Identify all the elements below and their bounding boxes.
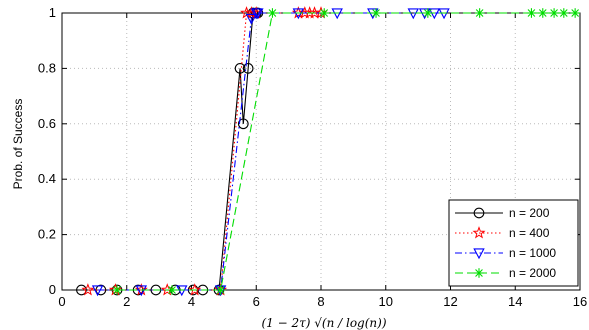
data-point	[526, 8, 537, 18]
data-point	[559, 8, 569, 18]
data-point	[91, 285, 104, 297]
data-point	[549, 8, 559, 18]
legend-marker	[472, 226, 486, 239]
series-layer	[76, 6, 580, 297]
series-line	[97, 12, 445, 291]
x-tick-label: 16	[573, 294, 587, 309]
data-point	[474, 8, 485, 18]
x-tick-label: 6	[253, 294, 260, 309]
legend-marker	[473, 248, 485, 260]
data-point	[252, 8, 264, 20]
data-point	[76, 284, 87, 296]
data-point	[234, 63, 246, 74]
y-tick-label: 0.6	[38, 116, 56, 131]
legend-label: n = 2000	[509, 266, 556, 280]
data-point	[314, 6, 328, 19]
data-point	[245, 13, 258, 25]
data-point	[537, 8, 548, 18]
y-tick-label: 0.8	[38, 60, 56, 75]
data-point	[570, 8, 580, 18]
series-line	[87, 12, 321, 291]
legend-item: n = 1000	[455, 246, 556, 260]
legend-item: n = 2000	[455, 266, 556, 280]
data-point	[371, 8, 381, 18]
legend: n = 200 n = 400 n = 1000 n = 2000	[448, 199, 579, 287]
data-point	[188, 283, 202, 296]
data-point	[242, 63, 254, 74]
x-tick-label: 2	[123, 294, 130, 309]
series-1	[76, 7, 264, 296]
y-tick-label: 1	[49, 5, 56, 20]
series-4	[112, 8, 580, 295]
axis-ticks: 0 2 4 6 8 10 12 14 16 0 0.2 0.4 0.6 0.8 1	[38, 5, 587, 309]
data-point	[81, 283, 95, 296]
data-point	[267, 8, 278, 18]
data-point	[319, 8, 330, 18]
data-point	[215, 285, 226, 295]
x-tick-label: 14	[508, 294, 522, 309]
data-point	[112, 285, 122, 295]
x-tick-label: 12	[443, 294, 457, 309]
legend-item: n = 200	[455, 206, 550, 220]
data-point	[167, 285, 177, 295]
legend-marker	[473, 207, 485, 219]
y-tick-label: 0.2	[38, 227, 56, 242]
legend-label: n = 200	[509, 206, 550, 220]
series-line	[81, 12, 258, 291]
x-tick-label: 0	[58, 294, 65, 309]
x-axis-label: (1 − 2τ) √(n / log(n))	[261, 316, 386, 330]
x-tick-label: 8	[317, 294, 324, 309]
legend-item: n = 400	[455, 226, 550, 240]
legend-label: n = 1000	[509, 246, 556, 260]
series-2	[81, 6, 328, 296]
x-tick-label: 4	[188, 294, 195, 309]
y-tick-label: 0	[49, 282, 56, 297]
legend-label: n = 400	[509, 226, 550, 240]
series-3	[91, 8, 450, 297]
y-axis-label: Prob. of Success	[11, 99, 25, 190]
x-tick-label: 10	[379, 294, 393, 309]
data-point	[237, 118, 249, 130]
legend-box	[448, 199, 579, 287]
legend-marker	[474, 268, 484, 278]
y-tick-label: 0.4	[38, 171, 56, 186]
data-point	[423, 8, 433, 18]
